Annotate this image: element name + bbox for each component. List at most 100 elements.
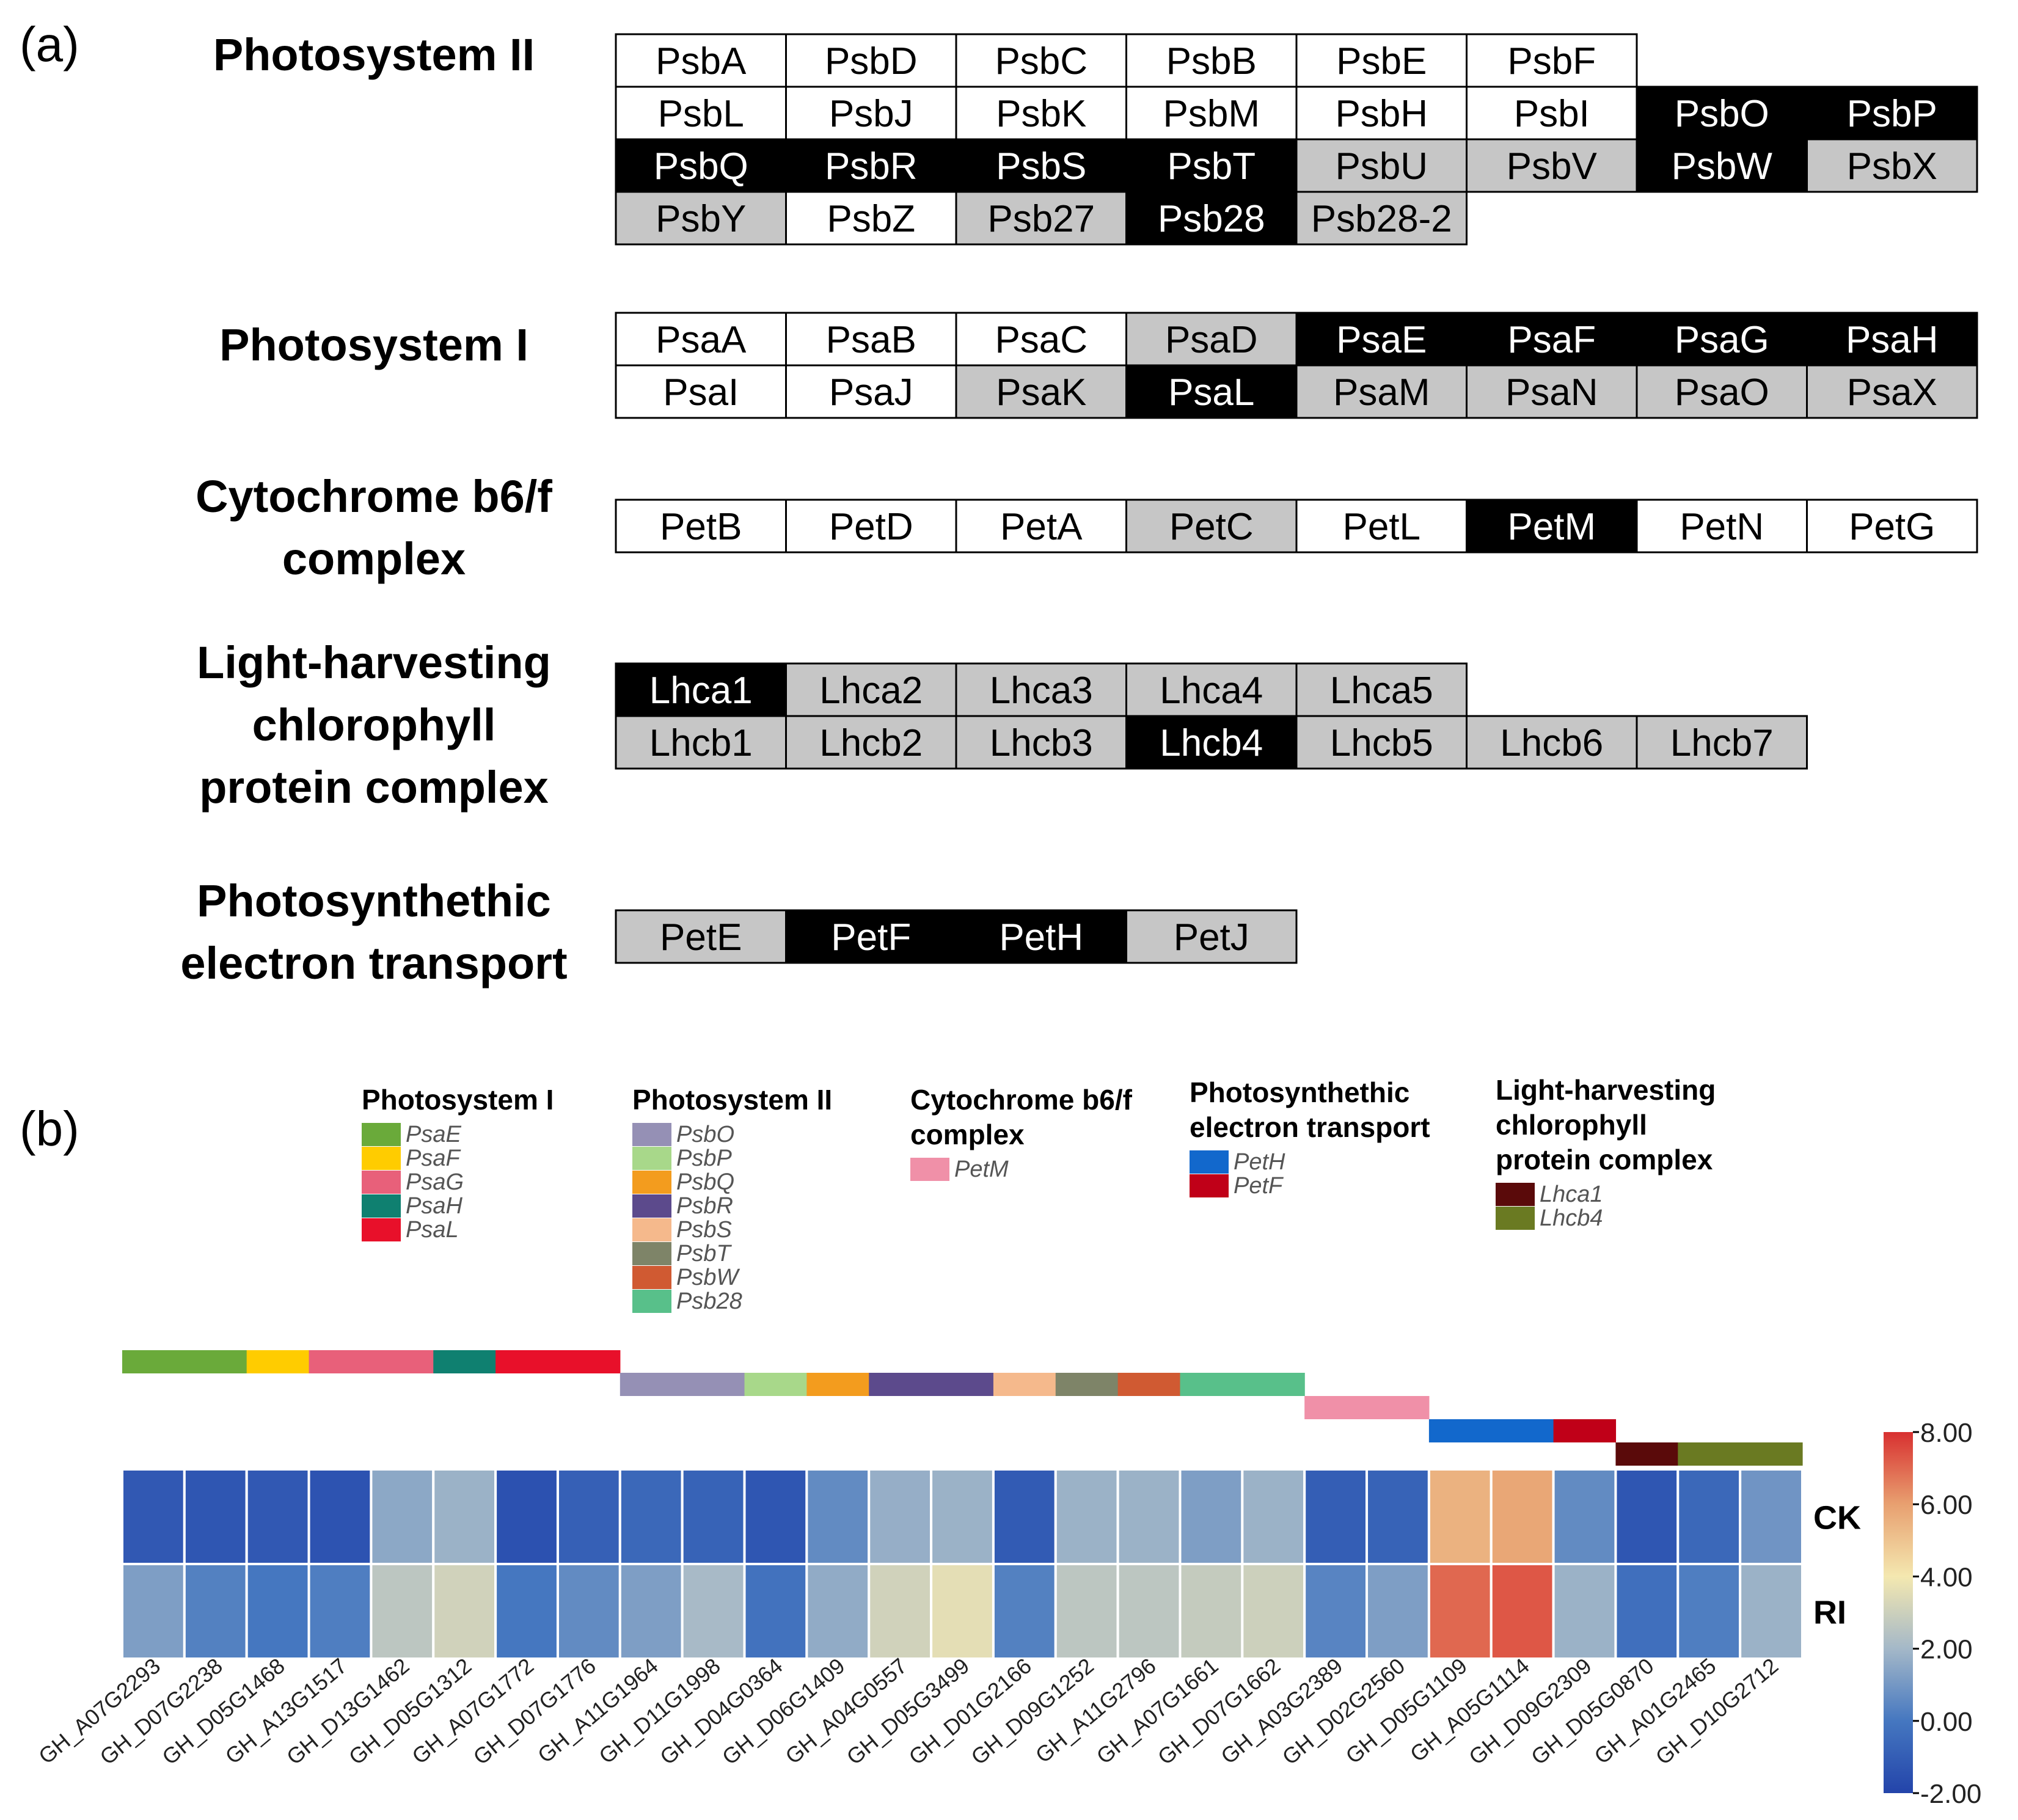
legend-title-line: chlorophyll [1496,1109,1647,1141]
protein-cell [1125,662,1298,717]
legend-item-label: Lhcb4 [1540,1205,1603,1231]
pet-title-line: Photosynthethic [197,875,551,926]
legend-swatch [362,1147,401,1170]
protein-label: PsbX [1847,145,1937,188]
heatmap-cell [1303,1468,1369,1565]
protein-label: Lhcb5 [1330,722,1433,764]
protein-label: Lhca3 [990,670,1093,712]
protein-cell [615,364,787,419]
legend-swatch [1190,1174,1229,1197]
legend-swatch [1496,1183,1535,1206]
heatmap-cell [245,1563,310,1660]
scale-tick-label: 6.00 [1920,1490,1973,1520]
protein-label: PetM [1507,506,1596,548]
annotation-cell [1180,1373,1243,1396]
annotation-cell [806,1373,869,1396]
protein-label: Lhca1 [649,670,753,712]
heatmap-cell [681,1468,746,1565]
group-ps1: Photosystem I PsaA PsaB PsaC PsaD PsaE PsaF Psa… [219,312,1978,419]
protein-cell [1636,138,1808,193]
protein-label: PsbD [825,40,918,82]
annotation-cell [869,1373,932,1396]
annotation-cell [1615,1442,1678,1466]
protein-cell [615,909,787,964]
heatmap-cell [1365,1563,1430,1660]
protein-cell [955,662,1127,717]
protein-label: Lhca2 [819,670,923,712]
protein-cell [1466,364,1638,419]
protein-cell [1295,499,1468,554]
protein-cell [615,715,787,770]
legend-swatch [632,1194,671,1218]
protein-label: PsbT [1167,145,1256,188]
protein-cell [785,138,957,193]
heatmap-cell [868,1468,933,1565]
heatmap-cell [618,1563,684,1660]
protein-cell [1125,138,1298,193]
legend-item-label: PsbP [676,1146,732,1171]
protein-label: PsaO [1675,371,1769,414]
protein-label: PetC [1169,506,1254,548]
legend-title-line: Photosynthethic [1190,1076,1409,1108]
protein-label: PsaL [1168,371,1254,414]
legend-swatch [632,1242,671,1265]
heatmap-cell [1614,1563,1680,1660]
heatmap-cell [1241,1468,1306,1565]
legend-swatch [1496,1207,1535,1230]
heatmap-cell [1490,1563,1555,1660]
protein-cell [1295,138,1468,193]
legend-swatch [632,1123,671,1146]
protein-label: PsbV [1507,145,1598,188]
heatmap-cell [556,1468,621,1565]
protein-label: PsaD [1165,319,1258,361]
protein-label: Lhca4 [1160,670,1263,712]
protein-label: PetL [1342,506,1420,548]
heatmap: CK RI [121,1468,1861,1660]
legend-swatch [632,1266,671,1289]
legend-swatch [362,1123,401,1146]
heatmap-cell [1241,1563,1306,1660]
legend-item-label: PsaH [406,1193,462,1219]
legend-item-label: PetF [1234,1173,1284,1199]
heatmap-cell [121,1468,186,1565]
protein-cell [1466,715,1638,770]
protein-cell [1636,364,1808,419]
protein-label: Lhcb4 [1160,722,1263,764]
protein-cell [1295,191,1468,246]
legend-item-label: PsbW [676,1265,740,1290]
protein-cell [1125,364,1298,419]
annotation-cell [1367,1396,1430,1419]
heatmap-cell [1739,1468,1804,1565]
annotation-cell [1678,1442,1741,1466]
color-scale-bar [1884,1432,1913,1793]
protein-label: PsbQ [654,145,748,188]
protein-label: Lhca5 [1330,670,1433,712]
protein-label: PsbY [656,198,746,240]
row-label: RI [1813,1595,1846,1631]
protein-label: PsbS [996,145,1086,188]
protein-cell [1466,33,1638,88]
protein-label: PetD [829,506,913,548]
annotation-cell [246,1350,310,1373]
protein-label: PsbZ [827,198,915,240]
protein-cell [785,312,957,367]
panel-a-label: (a) [20,17,79,71]
protein-label: PsbB [1166,40,1257,82]
protein-label: PsbK [996,93,1086,135]
scale-tick-label: 0.00 [1920,1707,1973,1737]
protein-cell [955,715,1127,770]
protein-cell [785,33,957,88]
annotation-cell [744,1373,807,1396]
annotation-cell [184,1350,247,1373]
protein-label: Lhcb2 [819,722,923,764]
legend-item-label: PsaE [406,1122,461,1147]
heatmap-cell [1552,1563,1617,1660]
protein-label: PsaX [1847,371,1937,414]
legend-group: Photosystem IIPsbOPsbPPsbQPsbRPsbSPsbTPs… [632,1084,832,1314]
annotation-cell [1428,1419,1492,1442]
protein-cell [1295,715,1468,770]
protein-cell [1125,86,1298,141]
